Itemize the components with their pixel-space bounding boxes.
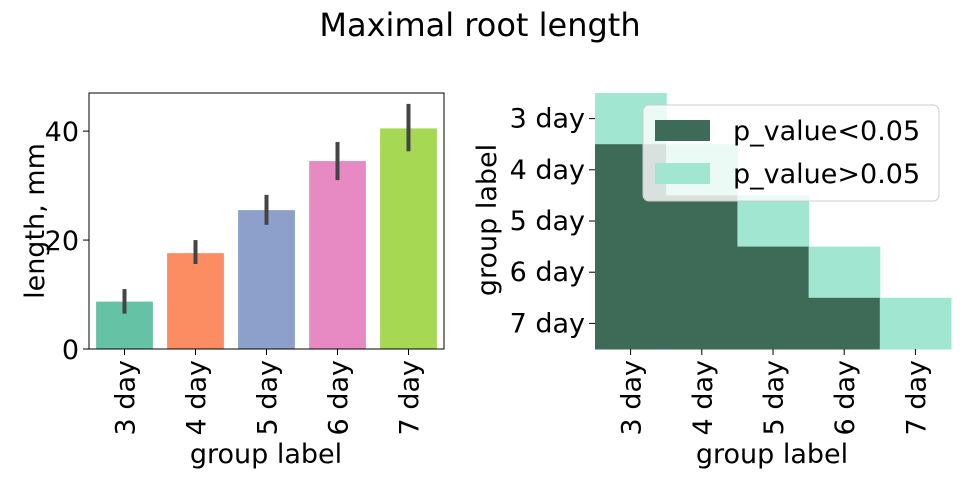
heatmap-chart: 3 day 4 day 5 day 6 day 7 day 3 day 4 day 5 day… [510, 93, 952, 435]
y-tick-label: 7 day [510, 308, 585, 339]
bar-chart-frame [88, 92, 445, 350]
bar [380, 128, 437, 349]
heatmap-cell [879, 297, 952, 350]
x-tick-label: 4 day [688, 360, 719, 435]
heatmap-cell [666, 297, 738, 350]
heatmap-cell [737, 297, 810, 350]
figure-title: Maximal root length [319, 6, 640, 44]
heatmap-xlabel: group label [696, 439, 848, 470]
heatmap-cell [808, 246, 881, 299]
x-tick-label: 6 day [830, 360, 861, 435]
bar-chart-xlabel: group label [190, 439, 342, 470]
bar [238, 210, 295, 349]
y-tick-label: 0 [62, 335, 79, 366]
heatmap-ylabel: group label [472, 144, 503, 296]
x-tick-label: 5 day [759, 360, 790, 435]
x-tick-label: 7 day [395, 360, 426, 435]
bar [167, 253, 224, 349]
heatmap-cell [595, 246, 667, 299]
heatmap-cell [595, 195, 667, 248]
y-tick-label: 40 [45, 117, 79, 148]
legend-frame [642, 104, 940, 202]
heatmap-cell [808, 297, 881, 350]
bar [309, 161, 366, 349]
x-tick-label: 5 day [253, 360, 284, 435]
y-tick-label: 4 day [510, 155, 585, 186]
heatmap-cell [595, 297, 667, 350]
x-tick-label: 4 day [182, 360, 213, 435]
y-tick-label: 5 day [510, 206, 585, 237]
y-tick-label: 6 day [510, 257, 585, 288]
bar-chart: 3 day 4 day 5 day 6 day 7 day 0 20 40 [45, 92, 445, 435]
heatmap-cell [737, 246, 810, 299]
y-tick-label: 3 day [510, 104, 585, 135]
legend-swatch [655, 120, 710, 141]
heatmap-cell [666, 246, 738, 299]
y-tick-label: 20 [45, 226, 79, 257]
x-tick-label: 7 day [901, 360, 932, 435]
legend-swatch [655, 163, 710, 184]
legend-label: p_value>0.05 [733, 159, 920, 190]
legend-label: p_value<0.05 [733, 116, 920, 147]
bar-chart-ylabel: length, mm [20, 143, 51, 299]
heatmap-legend: p_value<0.05 p_value>0.05 [642, 104, 940, 202]
heatmap-cell [666, 195, 738, 248]
x-tick-label: 3 day [617, 360, 648, 435]
x-tick-label: 3 day [111, 360, 142, 435]
x-tick-label: 6 day [324, 360, 355, 435]
heatmap-cell [737, 195, 810, 248]
